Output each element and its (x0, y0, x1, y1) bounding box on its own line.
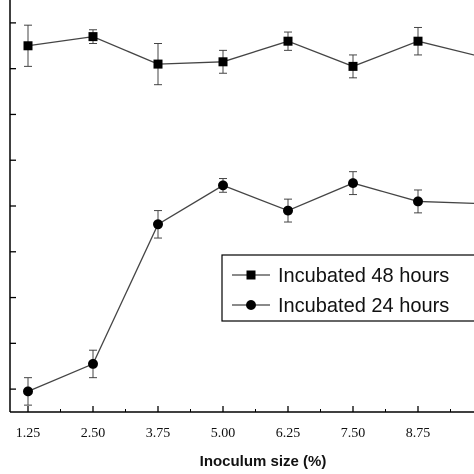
x-tick-label: 2.50 (81, 426, 106, 441)
series-line (27, 35, 474, 68)
x-tick-label: 6.25 (276, 426, 301, 441)
data-point-circle (283, 205, 293, 216)
data-point-square (153, 59, 163, 69)
data-point-square (348, 61, 358, 71)
data-point-square (23, 41, 33, 51)
data-point-circle (413, 196, 423, 207)
data-point-square (413, 36, 423, 46)
data-point-square (283, 36, 293, 46)
data-point-square (218, 57, 228, 67)
series-line (27, 182, 474, 392)
x-axis-title: Inoculum size (%) (200, 453, 327, 470)
x-tick-label: 1.25 (16, 426, 41, 441)
series-incubated-24-hours (23, 171, 474, 406)
chart-axes: 1.252.503.755.006.257.508.751 (9, 0, 474, 441)
data-point-circle (218, 180, 228, 191)
chart-legend: Incubated 48 hours Incubated 24 hours (221, 254, 474, 322)
data-point-square (88, 32, 98, 42)
data-point-circle (153, 219, 163, 230)
legend-label: Incubated 48 hours (278, 265, 449, 287)
legend-label: Incubated 24 hours (278, 295, 449, 317)
x-tick-label: 5.00 (211, 426, 236, 441)
legend-circle-icon (246, 300, 256, 310)
x-tick-label: 3.75 (146, 426, 171, 441)
series-incubated-48-hours (23, 24, 474, 86)
data-point-circle (348, 178, 358, 189)
data-point-circle (23, 386, 33, 397)
x-tick-label: 7.50 (341, 426, 366, 441)
data-point-circle (88, 358, 98, 369)
chart-series (23, 24, 474, 406)
legend-square-icon (246, 270, 256, 280)
x-tick-label: 8.75 (406, 426, 431, 441)
legend-box (221, 254, 474, 322)
